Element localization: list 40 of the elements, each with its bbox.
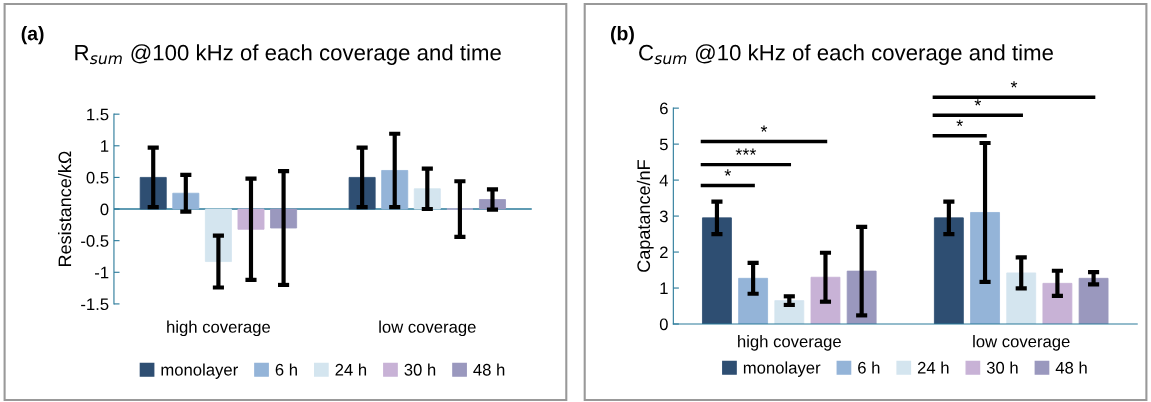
y-axis-title: Capatance/nF xyxy=(636,160,654,272)
chart-title: R$_{sum}$ @100 kHz of each coverage and time xyxy=(75,44,501,65)
x-tick-label: low coverage xyxy=(379,320,476,337)
y-tick-label: 1.5 xyxy=(87,108,109,121)
y-tick-label: 5 xyxy=(659,138,668,151)
y-tick-label: -1 xyxy=(95,266,109,279)
text: * xyxy=(1010,81,1018,88)
legend-label: 24 h xyxy=(335,363,367,376)
y-tick-label: 1 xyxy=(660,282,668,295)
legend-label: 6 h xyxy=(858,361,880,374)
legend-label: 24 h xyxy=(917,361,949,374)
y-tick-label: 0 xyxy=(659,318,668,331)
legend-label: 30 h xyxy=(404,363,436,376)
y-axis-title: Resistance/kΩ xyxy=(57,151,72,266)
y-tick-label: 4 xyxy=(659,174,668,187)
x-tick-label: high coverage xyxy=(167,320,271,337)
y-tick-label: 6 xyxy=(660,102,668,115)
legend-label: 30 h xyxy=(986,361,1018,374)
y-tick-label: 1 xyxy=(101,140,109,152)
y-tick-label: 0.5 xyxy=(86,171,109,184)
legend-label: 6 h xyxy=(275,363,297,376)
text: (b) xyxy=(611,26,634,45)
annotation: * xyxy=(956,119,963,127)
legend-label: 48 h xyxy=(1055,361,1087,374)
chart-title: C$_{sum}$ @10 kHz of each coverage and time xyxy=(639,44,1053,65)
text: (a) xyxy=(21,26,44,45)
y-tick-label: 2 xyxy=(660,246,668,259)
y-tick-label: -1.5 xyxy=(81,298,109,311)
y-tick-label: 3 xyxy=(659,210,668,223)
legend-label: 48 h xyxy=(473,363,505,376)
annotation: * xyxy=(724,169,732,176)
y-tick-label: -0.5 xyxy=(81,235,109,247)
y-tick-label: 0 xyxy=(100,203,109,216)
annotation: *** xyxy=(735,148,757,155)
x-tick-label: low coverage xyxy=(973,335,1070,351)
x-tick-label: high coverage xyxy=(738,335,841,351)
text: * xyxy=(974,99,982,106)
legend-label: monolayer xyxy=(161,363,238,379)
legend-label: monolayer xyxy=(743,361,821,377)
annotation: * xyxy=(760,125,768,132)
